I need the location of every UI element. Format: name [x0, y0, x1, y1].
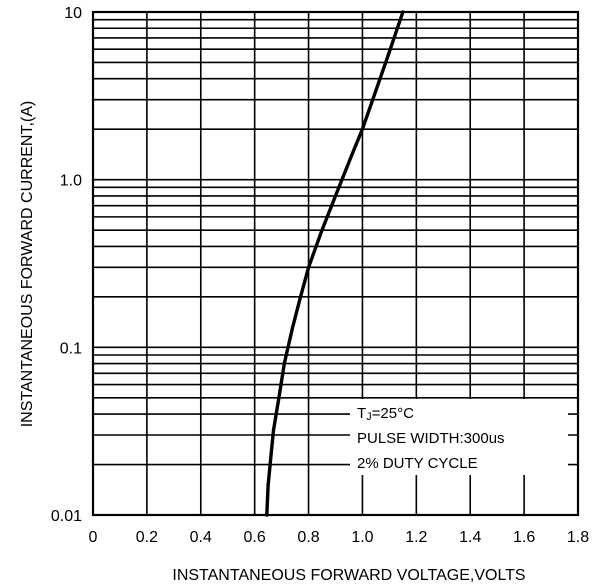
x-tick-label: 1.4	[459, 529, 481, 546]
annotation-background	[350, 399, 568, 475]
forward-voltage-curve	[265, 10, 405, 517]
y-tick-label: 10	[64, 5, 82, 22]
pulse-width-label: PULSE WIDTH:300us	[357, 430, 505, 447]
x-tick-label: 0.2	[136, 529, 158, 546]
grid-lines	[93, 12, 578, 515]
test-conditions-annotation: TJ=25°C PULSE WIDTH:300us 2% DUTY CYCLE	[357, 405, 505, 472]
y-tick-label: 0.1	[60, 340, 82, 357]
plot-frame	[91, 10, 580, 517]
x-axis-title: INSTANTANEOUS FORWARD VOLTAGE,VOLTS	[172, 567, 525, 584]
y-tick-label: 1.0	[60, 173, 82, 190]
duty-cycle-label: 2% DUTY CYCLE	[357, 455, 478, 472]
x-tick-label: 1.0	[351, 529, 373, 546]
x-tick-label: 1.8	[567, 529, 589, 546]
y-axis-title: INSTANTANEOUS FORWARD CURRENT,(A)	[19, 101, 36, 428]
x-tick-label: 0.8	[297, 529, 319, 546]
x-tick-label: 0.4	[190, 529, 212, 546]
x-tick-label: 1.6	[513, 529, 535, 546]
y-tick-label: 0.01	[51, 508, 82, 525]
y-tick-labels: 0.01 0.1 1.0 10	[51, 5, 82, 525]
junction-temperature-label: TJ=25°C	[357, 405, 414, 423]
x-tick-label: 1.2	[405, 529, 427, 546]
x-tick-label: 0.6	[244, 529, 266, 546]
x-tick-labels: 0 0.2 0.4 0.6 0.8 1.0 1.2 1.4 1.6 1.8	[89, 529, 590, 546]
x-tick-label: 0	[89, 529, 98, 546]
